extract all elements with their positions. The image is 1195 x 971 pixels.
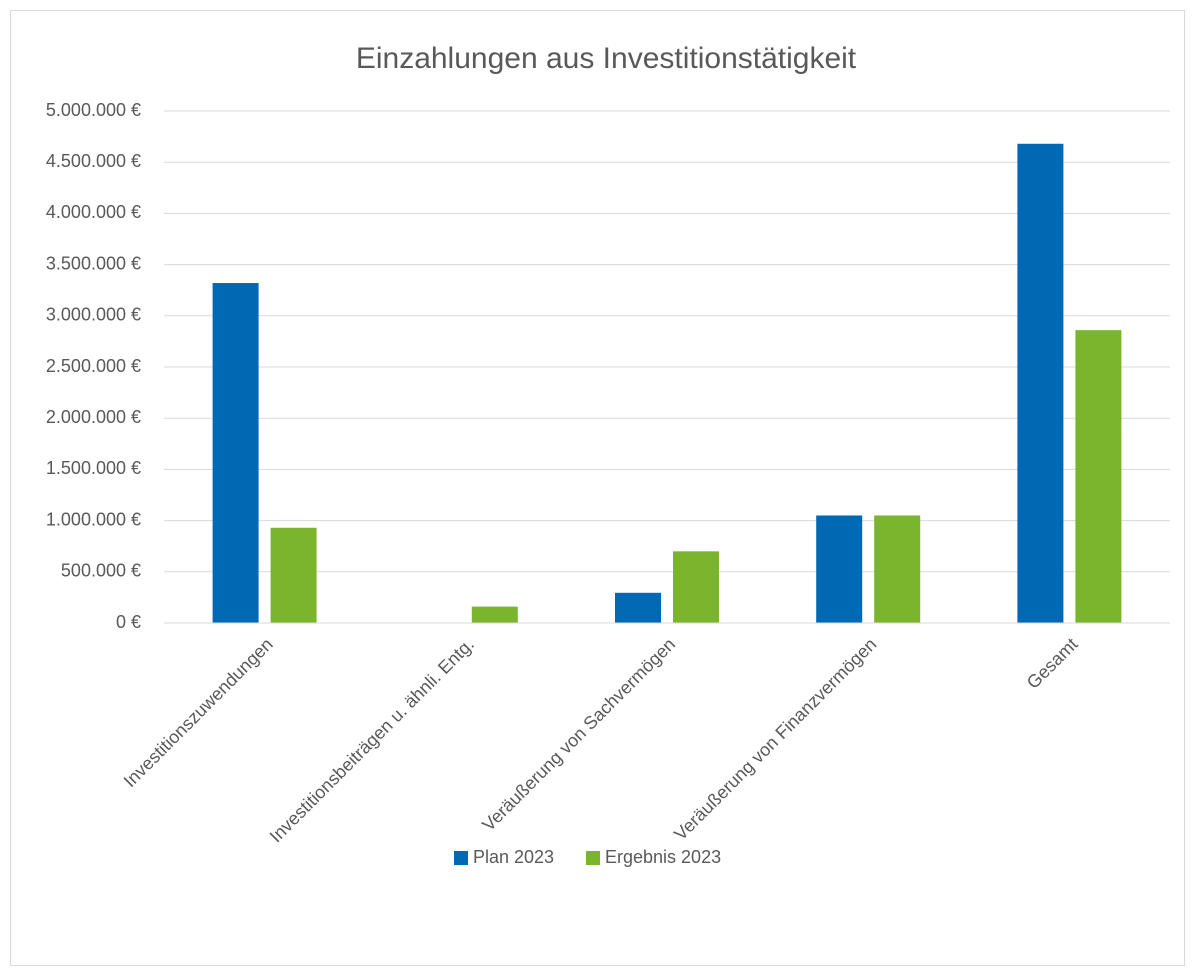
y-tick-label: 1.500.000 €: [46, 458, 141, 478]
bar: [270, 527, 317, 623]
bar: [212, 283, 259, 623]
legend-swatch: [454, 851, 468, 865]
y-tick-label: 4.000.000 €: [46, 202, 141, 222]
bar: [1075, 330, 1122, 623]
bar: [615, 592, 661, 623]
y-tick-label: 4.500.000 €: [46, 151, 141, 171]
chart-frame: [10, 10, 1185, 966]
legend-label: Ergebnis 2023: [605, 847, 721, 867]
y-tick-label: 2.000.000 €: [46, 407, 141, 427]
legend-swatch: [586, 851, 600, 865]
y-tick-label: 500.000 €: [61, 561, 141, 581]
bar: [471, 606, 518, 623]
bar: [816, 515, 863, 623]
bar: [673, 551, 719, 623]
y-tick-label: 3.500.000 €: [46, 253, 141, 273]
y-tick-label: 1.000.000 €: [46, 509, 141, 529]
y-tick-label: 5.000.000 €: [46, 100, 141, 120]
y-tick-label: 2.500.000 €: [46, 356, 141, 376]
bar: [1017, 143, 1064, 623]
bar: [874, 515, 921, 623]
legend-label: Plan 2023: [473, 847, 554, 867]
y-tick-label: 0 €: [116, 612, 141, 632]
y-tick-label: 3.000.000 €: [46, 305, 141, 325]
chart-title: Einzahlungen aus Investitionstätigkeit: [356, 42, 857, 75]
